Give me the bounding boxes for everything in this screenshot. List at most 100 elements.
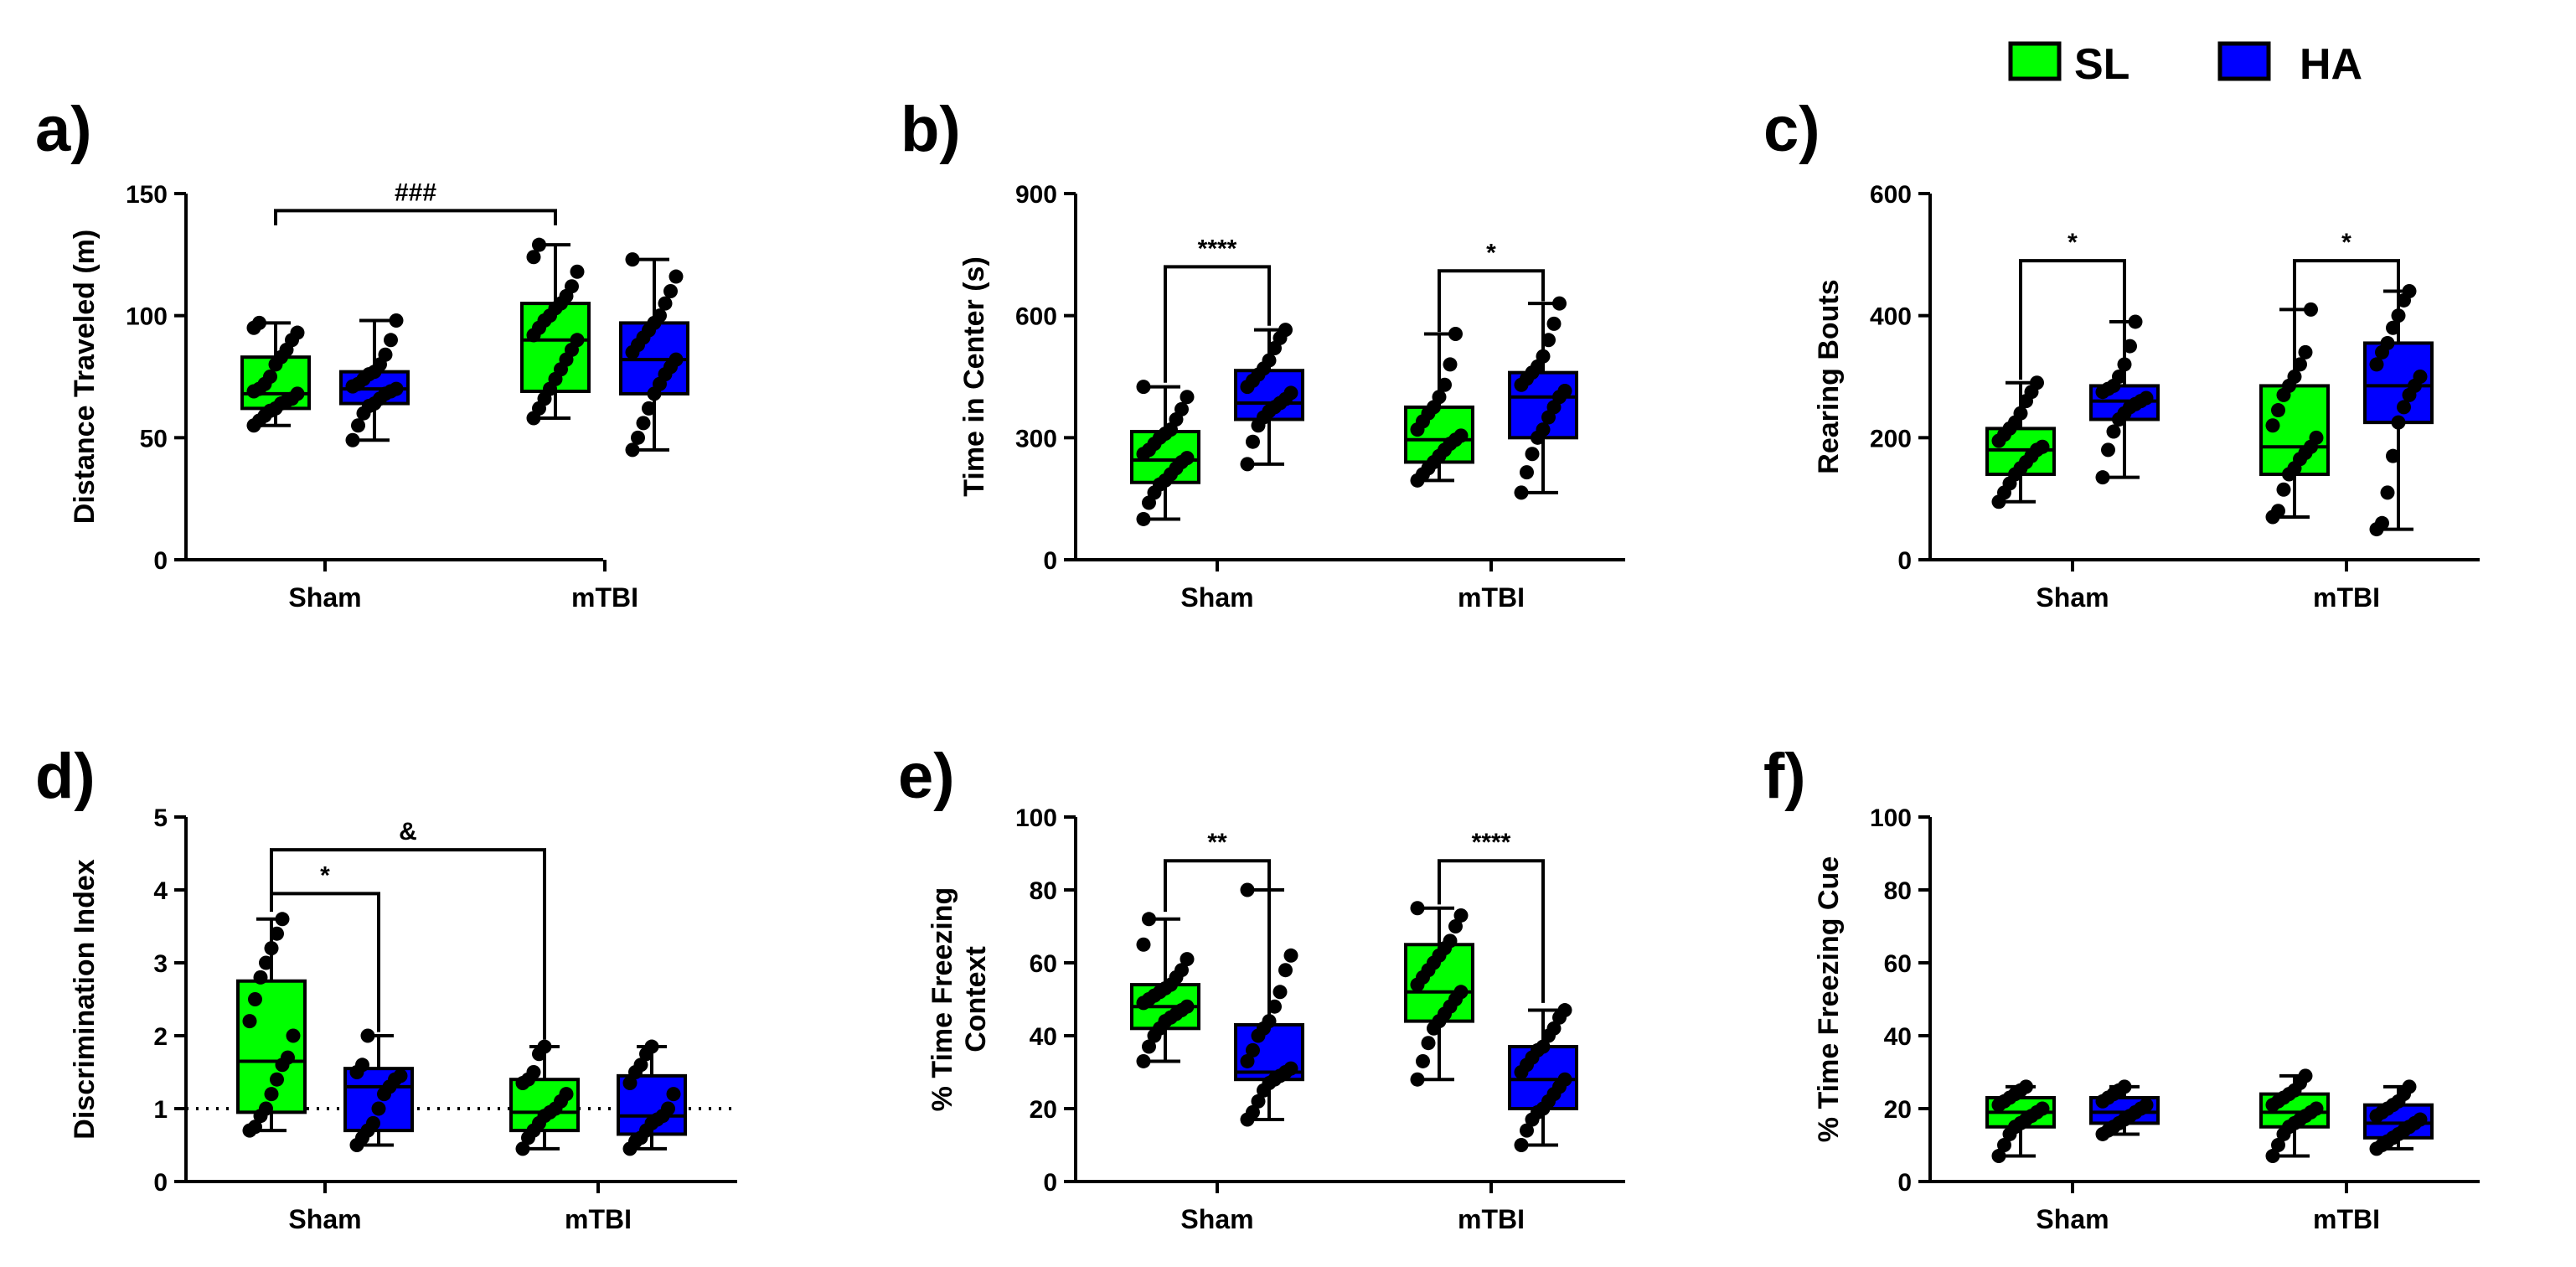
data-point (1251, 1094, 1266, 1109)
data-point (2035, 439, 2050, 454)
data-point (526, 1065, 541, 1079)
data-point (2128, 314, 2143, 329)
data-point (270, 1072, 284, 1087)
significance-label: * (2341, 229, 2351, 256)
data-point (1557, 1003, 1572, 1018)
data-point (2106, 424, 2121, 439)
data-point (1557, 383, 1572, 398)
data-point (532, 237, 546, 252)
y-axis-title: Rearing Bouts (1813, 279, 1845, 473)
data-point (2386, 448, 2400, 463)
data-point (2112, 370, 2126, 384)
y-tick-label: 600 (1015, 303, 1057, 331)
data-point (2298, 1068, 2313, 1083)
data-point (526, 250, 541, 265)
data-point (565, 279, 579, 294)
legend-swatch-ha (2217, 41, 2271, 81)
y-tick-label: 80 (1884, 877, 1912, 905)
y-tick-label: 0 (1897, 547, 1912, 575)
data-point (1453, 428, 1469, 443)
box-ha-sham (1234, 323, 1304, 472)
data-point (1142, 1039, 1156, 1054)
data-point (2380, 335, 2395, 350)
x-tick-label: mTBI (2313, 582, 2380, 613)
significance-bracket: ### (274, 178, 557, 225)
data-point (1267, 999, 1282, 1014)
data-point (2276, 482, 2291, 497)
box-ha-mtbi (1508, 1003, 1578, 1152)
box-ha-sham (339, 313, 410, 447)
x-tick-label: Sham (2036, 1204, 2109, 1234)
y-tick-label: 0 (1043, 547, 1057, 575)
data-point (2293, 357, 2307, 372)
panel-letter: c) (1763, 94, 1820, 165)
data-point (2265, 1149, 2280, 1164)
data-point (633, 1058, 648, 1073)
data-point (2095, 470, 2110, 485)
significance-bracket: **** (1438, 829, 1545, 1003)
y-tick-label: 40 (1030, 1023, 1057, 1051)
y-axis-title: Time in Center (s) (958, 256, 990, 497)
data-point (2402, 284, 2417, 299)
y-tick-label: 60 (1884, 950, 1912, 978)
data-point (2271, 1138, 2285, 1152)
box-ha-mtbi (2363, 284, 2434, 537)
x-tick-label: Sham (2036, 582, 2109, 613)
y-tick-label: 1 (153, 1096, 168, 1124)
box-sl-sham (236, 912, 307, 1138)
box-sl-sham (240, 315, 311, 433)
box-ha-mtbi (619, 252, 689, 458)
data-point (653, 308, 667, 323)
y-axis-title-line: Context (960, 946, 992, 1052)
x-tick-label: mTBI (571, 582, 638, 613)
data-point (1453, 908, 1469, 923)
box-sl-sham (1130, 380, 1200, 526)
data-point (625, 252, 640, 267)
data-point (2413, 370, 2428, 384)
data-point (1246, 434, 1260, 449)
data-point (259, 955, 273, 970)
y-tick-label: 80 (1030, 877, 1057, 905)
data-point (1546, 316, 1562, 331)
bracket-line (274, 209, 557, 225)
y-tick-label: 20 (1030, 1096, 1057, 1124)
y-tick-label: 900 (1015, 181, 1057, 209)
x-tick-label: Sham (288, 1204, 361, 1234)
box-sl-sham (1130, 912, 1200, 1068)
data-point (1283, 948, 1298, 963)
box-sl-sham (1985, 375, 2056, 509)
data-point (2265, 418, 2280, 433)
y-tick-label: 3 (153, 950, 168, 978)
data-point (286, 1028, 301, 1043)
data-point (1410, 901, 1425, 916)
y-tick-label: 400 (1870, 303, 1912, 331)
data-point (2402, 1079, 2417, 1094)
data-point (661, 1101, 675, 1116)
significance-label: **** (1472, 829, 1511, 856)
y-axis-title-line: Rearing Bouts (1813, 279, 1845, 473)
data-point (264, 941, 279, 956)
x-tick-label: mTBI (1458, 582, 1525, 613)
significance-bracket: * (2019, 229, 2126, 380)
panel-letter: b) (901, 94, 961, 165)
data-point (275, 912, 290, 927)
data-point (625, 442, 640, 458)
y-axis-title-line: Discrimination Index (69, 859, 101, 1139)
y-tick-label: 100 (1015, 804, 1057, 832)
data-point (1536, 1039, 1551, 1054)
data-point (2304, 302, 2318, 317)
data-point (1278, 323, 1293, 338)
data-point (1136, 1053, 1151, 1068)
data-point (1180, 999, 1195, 1014)
data-point (1240, 457, 1255, 472)
significance-label: * (2068, 229, 2078, 256)
x-tick-label: Sham (1180, 582, 1253, 613)
data-point (2397, 400, 2411, 415)
y-tick-label: 600 (1870, 181, 1912, 209)
data-point (252, 315, 266, 330)
legend: SL HA (2008, 40, 2362, 89)
data-point (636, 416, 651, 431)
data-point (1273, 985, 1288, 1000)
y-tick-label: 0 (1043, 1169, 1057, 1197)
data-point (281, 1050, 295, 1065)
